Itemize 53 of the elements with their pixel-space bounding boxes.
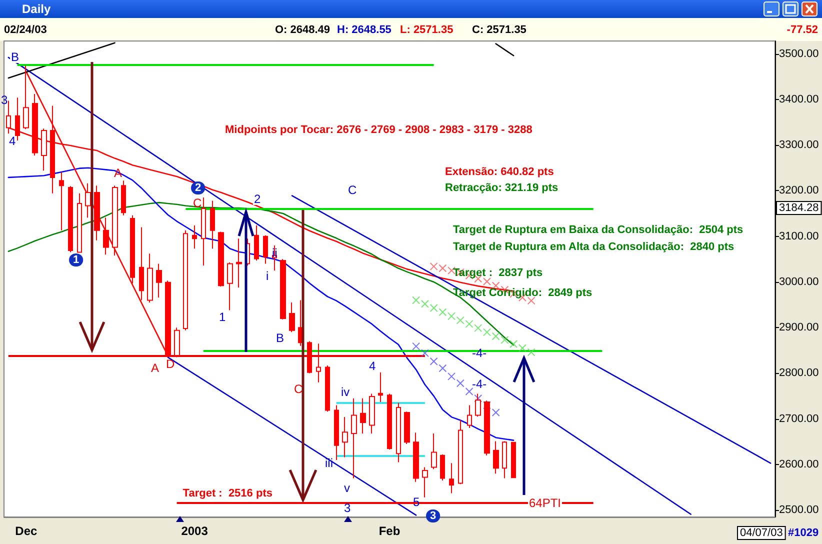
text: 04/07/03	[740, 527, 783, 539]
y-tick-label: 3000.00	[779, 276, 819, 288]
annotation: B	[11, 50, 20, 64]
annotation: 1	[219, 310, 226, 324]
annotation: Target : 2837 pts	[453, 267, 543, 279]
text: -77.52	[786, 24, 818, 36]
annotation: v	[344, 481, 350, 495]
annotation: 2	[254, 192, 261, 206]
y-tick-label: 3400.00	[779, 93, 819, 106]
y-tick-label: 2900.00	[779, 322, 819, 334]
annotation: Target de Ruptura em Alta da Consolidação: 2840 pts	[453, 241, 734, 253]
annotation: 3	[430, 510, 436, 522]
chart-title: Daily	[22, 1, 51, 18]
annotation: iv	[341, 385, 350, 399]
y-tick-label: 3300.00	[779, 139, 819, 152]
annotation: A	[151, 361, 160, 375]
y-tick-label: 2800.00	[779, 367, 819, 380]
text: L: 2571.35	[400, 24, 454, 36]
annotation: -4-	[472, 377, 487, 391]
ref-line-label: Target : 2516 pts	[182, 487, 272, 500]
x-tick-label: Dec	[15, 524, 38, 538]
annotation: 3	[1, 93, 8, 107]
text: 02/24/03	[4, 24, 47, 36]
text: H: 2648.55	[337, 24, 392, 36]
annotation: 4	[9, 134, 16, 148]
annotation: 64PTI	[529, 496, 562, 510]
y-tick-label: 3100.00	[779, 230, 819, 242]
annotation: Target de Ruptura em Baixa da Consolidação: 2504 pts	[453, 224, 744, 236]
text: C: 2571.35	[472, 24, 526, 36]
annotation: 4	[369, 359, 376, 373]
annotation: i	[266, 269, 269, 283]
annotation: 2	[195, 182, 202, 194]
annotation: Extensão: 640.82 pts	[445, 166, 554, 178]
text: O: 2648.49	[275, 24, 330, 36]
annotation: Midpoints por Tocar: 2676 - 2769 - 2908 - 2983 - 3179 - 3288	[225, 124, 532, 136]
x-tick-label: 2003	[181, 524, 208, 538]
annotation: C	[193, 196, 202, 210]
x-tick-label: Feb	[378, 524, 400, 538]
annotation: D	[166, 357, 175, 371]
y-tick-label: 2600.00	[779, 458, 819, 471]
annotation: C	[294, 382, 303, 396]
annotation: Retracção: 321.19 pts	[445, 182, 558, 194]
annotation: C	[348, 183, 357, 197]
text: 3184.28	[779, 202, 819, 214]
annotation: iii	[325, 456, 333, 470]
annotation: 3	[344, 501, 351, 515]
annotation: B	[276, 331, 284, 345]
y-tick-label: 2500.00	[779, 504, 819, 516]
y-tick-label: 3500.00	[779, 48, 819, 60]
text: #1029	[788, 527, 819, 539]
y-tick-label: 2700.00	[779, 412, 819, 425]
y-tick-label: 3200.00	[779, 184, 819, 197]
annotation: 1	[73, 254, 80, 266]
